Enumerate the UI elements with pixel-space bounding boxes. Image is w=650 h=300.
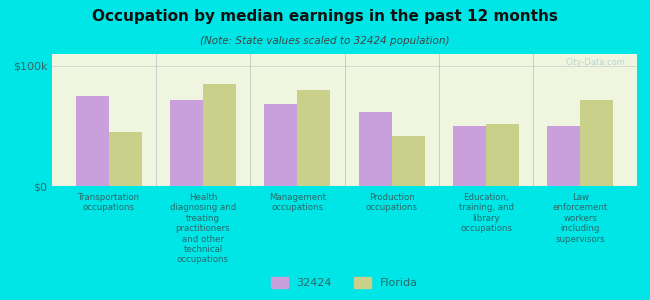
Bar xyxy=(170,100,203,186)
Bar xyxy=(265,104,297,186)
Bar xyxy=(392,136,424,186)
Bar xyxy=(297,90,330,186)
Bar xyxy=(580,100,614,186)
Legend: 32424, Florida: 32424, Florida xyxy=(266,272,422,292)
Bar xyxy=(547,126,580,186)
Bar xyxy=(203,84,236,186)
Bar xyxy=(486,124,519,186)
Bar xyxy=(75,96,109,186)
Text: City-Data.com: City-Data.com xyxy=(566,58,625,67)
Text: Occupation by median earnings in the past 12 months: Occupation by median earnings in the pas… xyxy=(92,9,558,24)
Bar xyxy=(453,126,486,186)
Bar xyxy=(359,112,392,186)
Text: (Note: State values scaled to 32424 population): (Note: State values scaled to 32424 popu… xyxy=(200,36,450,46)
Bar xyxy=(109,132,142,186)
